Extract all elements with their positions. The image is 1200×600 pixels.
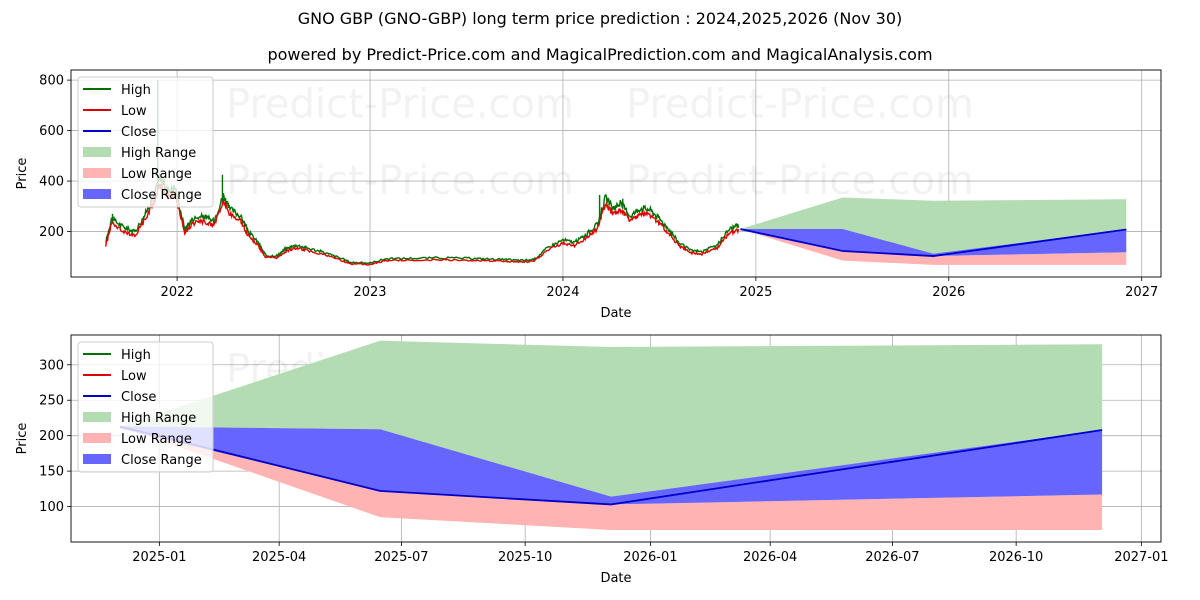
bottom-legend-swatch-low-range <box>83 433 111 443</box>
top-legend-label-close: Close <box>121 125 156 140</box>
top-legend-label-high-range: High Range <box>121 146 196 161</box>
bottom-legend-label-low: Low <box>121 369 147 384</box>
bottom-y-axis-label: Price <box>15 423 30 455</box>
top-x-axis-label: Date <box>600 306 631 321</box>
bottom-legend-label-high: High <box>121 348 151 363</box>
bottom-x-tick-label: 2025-04 <box>252 550 306 565</box>
top-plot-frame <box>70 69 1162 278</box>
bottom-legend-label-close: Close <box>121 390 156 405</box>
top-low-range-area <box>740 229 1127 265</box>
bottom-high-range-area <box>120 340 1103 497</box>
bottom-x-tick-label: 2025-10 <box>498 550 552 565</box>
bottom-plot-frame <box>70 334 1162 543</box>
top-legend-label-close-range: Close Range <box>121 188 202 203</box>
bottom-chart: 2025-01 2025-04 2025-07 2025-10 2026-01 2026-… <box>15 334 1169 586</box>
top-legend-swatch-high-range <box>83 147 111 157</box>
bottom-close-series-line <box>119 425 1103 506</box>
top-close-series-line <box>740 228 1127 257</box>
bottom-close-range-area <box>120 426 1103 505</box>
top-low-series-line <box>105 182 740 266</box>
bottom-x-tick-label: 2026-01 <box>623 550 677 565</box>
top-x-tick-label: 2022 <box>161 285 194 300</box>
top-x-tick-label: 2024 <box>546 285 579 300</box>
bottom-x-tick-label: 2025-01 <box>132 550 186 565</box>
bottom-plot-area <box>119 340 1103 530</box>
bottom-x-tick-label: 2026-04 <box>743 550 797 565</box>
top-legend-label-low: Low <box>121 104 147 119</box>
top-high-series-line <box>105 173 740 265</box>
bottom-x-tick-label: 2025-07 <box>374 550 428 565</box>
top-x-tick-label: 2027 <box>1125 285 1158 300</box>
chart-title: GNO GBP (GNO-GBP) long term price predic… <box>297 9 903 28</box>
top-legend-label-low-range: Low Range <box>121 167 192 182</box>
top-watermark: Predict-Price.com <box>626 158 974 204</box>
bottom-y-tick-label: 250 <box>39 394 64 409</box>
bottom-legend-label-high-range: High Range <box>121 411 196 426</box>
bottom-legend-label-close-range: Close Range <box>121 453 202 468</box>
top-y-tick-label: 800 <box>39 74 64 89</box>
bottom-x-tick-label: 2026-07 <box>865 550 919 565</box>
top-watermark: Predict-Price.com <box>226 81 574 127</box>
top-x-tick-label: 2025 <box>739 285 772 300</box>
top-watermark: Predict-Price.com <box>626 81 974 127</box>
top-chart: 2022 2023 2024 2025 2026 2027 200 400 600 800 Pred… <box>15 69 1162 321</box>
top-high-range-area <box>740 197 1127 257</box>
chart-subtitle: powered by Predict-Price.com and Magical… <box>267 45 933 64</box>
bottom-legend-swatch-high-range <box>83 412 111 422</box>
top-plot-area <box>105 80 1127 266</box>
bottom-y-tick-label: 300 <box>39 358 64 373</box>
top-x-tick-label: 2023 <box>353 285 386 300</box>
bottom-y-tick-label: 100 <box>39 500 64 515</box>
top-legend-swatch-close-range <box>83 189 111 199</box>
bottom-x-tick-label: 2027-01 <box>1114 550 1168 565</box>
bottom-legend-swatch-close-range <box>83 454 111 464</box>
bottom-y-tick-label: 150 <box>39 465 64 480</box>
bottom-y-tick-label: 200 <box>39 429 64 444</box>
top-legend-box <box>77 76 214 208</box>
bottom-x-tick-label: 2026-10 <box>989 550 1043 565</box>
bottom-x-axis-label: Date <box>600 571 631 586</box>
bottom-legend-label-low-range: Low Range <box>121 432 192 447</box>
top-legend-swatch-low-range <box>83 168 111 178</box>
top-y-axis-label: Price <box>15 158 30 190</box>
bottom-legend-box <box>77 341 214 473</box>
top-legend-label-high: High <box>121 83 151 98</box>
bottom-low-range-area <box>120 426 1103 530</box>
top-y-tick-label: 400 <box>39 175 64 190</box>
top-x-tick-label: 2026 <box>932 285 965 300</box>
top-watermark: Predict-Price.com <box>226 158 574 204</box>
top-y-tick-label: 200 <box>39 225 64 240</box>
top-y-tick-label: 600 <box>39 124 64 139</box>
